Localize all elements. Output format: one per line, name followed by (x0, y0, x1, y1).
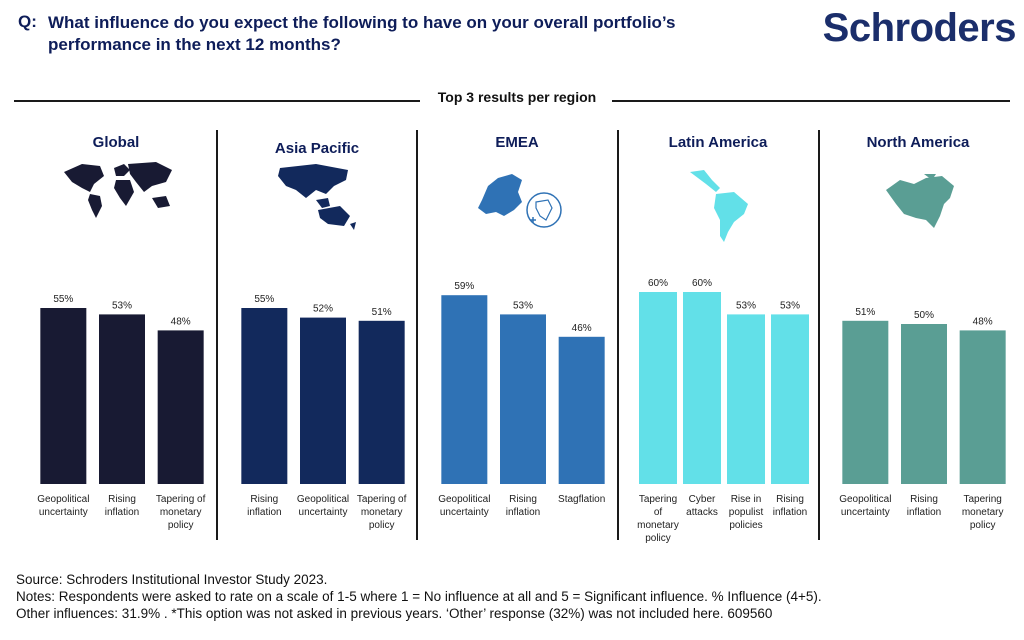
value-label: 53% (780, 300, 800, 311)
region-divider (216, 130, 218, 540)
bar-global-rising-inflation (99, 314, 145, 484)
north-america-map-icon (886, 174, 954, 228)
category-label: Rising inflation (907, 494, 941, 518)
world-map-icon (64, 162, 172, 218)
region-title-emea: EMEA (495, 134, 539, 151)
region-title-latin-america: Latin America (668, 134, 768, 151)
bar-asia-pacific-tapering-of-monetary-policy (358, 320, 405, 484)
bar-emea-geopolitical-uncertainty (441, 295, 488, 484)
bar-latin-america-rising-inflation (771, 314, 809, 484)
bar-asia-pacific-rising-inflation (241, 308, 288, 484)
value-label: 53% (736, 300, 756, 311)
bar-latin-america-rise-in-populist-policies (727, 314, 765, 484)
value-label: 48% (973, 316, 993, 327)
latin-america-map-icon (690, 170, 748, 242)
value-label: 52% (313, 304, 333, 315)
bar-north-america-tapering-monetary-policy (959, 330, 1006, 484)
category-label: Geopolitical uncertainty (37, 494, 89, 518)
value-label: 59% (454, 281, 474, 292)
value-label: 55% (254, 294, 274, 305)
emea-map-icon (478, 174, 562, 228)
category-label: Stagflation (558, 494, 605, 505)
category-label: Cyber attacks (686, 494, 718, 518)
region-divider (416, 130, 418, 540)
chart-subtitle: Top 3 results per region (437, 89, 597, 105)
category-label: Rising inflation (105, 494, 139, 518)
category-label: Geopolitical uncertainty (839, 494, 891, 518)
notes-text: Notes: Respondents were asked to rate on… (16, 589, 822, 604)
value-label: 51% (855, 307, 875, 318)
footer: Source: Schroders Institutional Investor… (16, 571, 822, 622)
other-influences-note: Other influences: 31.9% . *This option w… (16, 606, 773, 621)
subtitle-rule-right (612, 100, 1010, 102)
region-title-asia-pacific: Asia Pacific (274, 140, 360, 157)
bar-latin-america-cyber-attacks (683, 292, 721, 484)
category-label: Geopolitical uncertainty (297, 494, 349, 518)
bar-global-geopolitical-uncertainty (40, 308, 87, 484)
value-label: 46% (572, 323, 592, 334)
value-label: 60% (692, 278, 712, 289)
region-divider (617, 130, 619, 540)
value-label: 51% (372, 307, 392, 318)
source-note: Source: Schroders Institutional Investor… (16, 572, 328, 587)
question-title: What influence do you expect the followi… (48, 13, 676, 54)
category-label: Tapering of monetary policy (637, 494, 679, 544)
bar-emea-stagflation (558, 336, 605, 484)
value-label: 55% (53, 294, 73, 305)
region-title-north-america: North America (866, 134, 970, 151)
bar-asia-pacific-geopolitical-uncertainty (300, 317, 346, 484)
category-label: Rise in populist policies (729, 494, 764, 531)
bar-global-tapering-of-monetary-policy (157, 330, 204, 484)
bar-emea-rising-inflation (500, 314, 546, 484)
category-label: Rising inflation (247, 494, 281, 518)
bar-north-america-rising-inflation (901, 324, 947, 484)
schroders-logo: Schroders (822, 6, 1017, 50)
category-label: Tapering of monetary policy (357, 494, 407, 531)
question-prefix: Q: (18, 12, 37, 31)
value-label: 53% (513, 300, 533, 311)
region-divider (818, 130, 820, 540)
category-label: Rising inflation (773, 494, 807, 518)
category-label: Rising inflation (506, 494, 540, 518)
category-label: Tapering of monetary policy (156, 494, 206, 531)
asia-pacific-map-icon (278, 164, 356, 230)
category-label: Tapering monetary policy (962, 494, 1004, 531)
value-label: 48% (171, 316, 191, 327)
value-label: 60% (648, 278, 668, 289)
region-title-global: Global (92, 134, 140, 151)
bar-latin-america-tapering-of-monetary-policy (639, 292, 677, 484)
category-label: Geopolitical uncertainty (438, 494, 490, 518)
value-label: 53% (112, 300, 132, 311)
bar-north-america-geopolitical-uncertainty (842, 320, 889, 484)
subtitle-rule-left (14, 100, 420, 102)
value-label: 50% (914, 310, 934, 321)
